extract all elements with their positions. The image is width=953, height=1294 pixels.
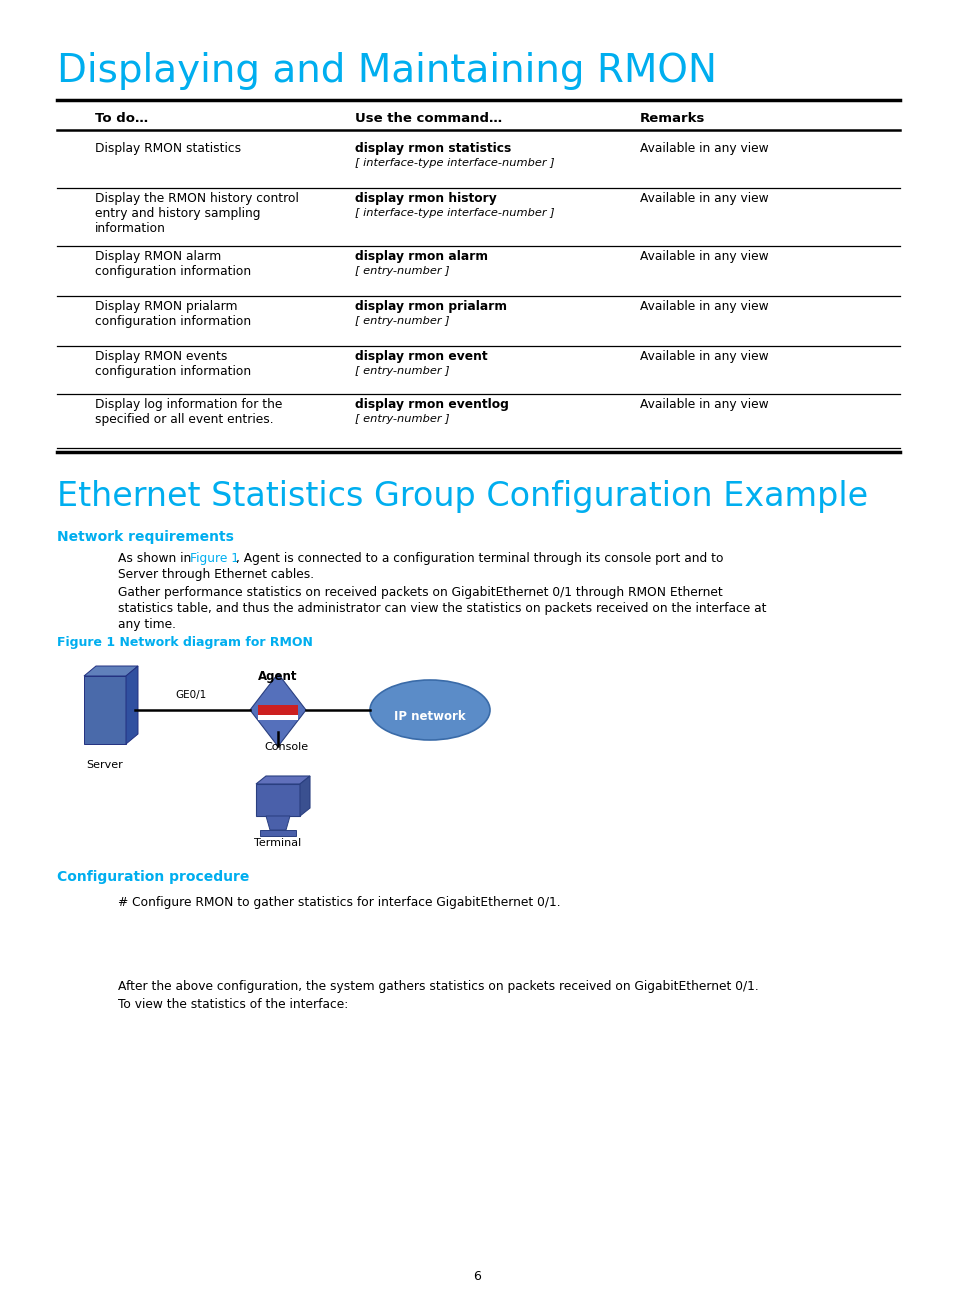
Text: Available in any view: Available in any view	[639, 250, 768, 263]
Text: Figure 1: Figure 1	[190, 553, 239, 565]
Polygon shape	[258, 714, 297, 719]
Text: To view the statistics of the interface:: To view the statistics of the interface:	[118, 998, 348, 1011]
Text: Remarks: Remarks	[639, 113, 704, 126]
Text: [ entry-number ]: [ entry-number ]	[355, 414, 449, 424]
Text: Configuration procedure: Configuration procedure	[57, 870, 249, 884]
Text: Available in any view: Available in any view	[639, 349, 768, 364]
Text: Display the RMON history control
entry and history sampling
information: Display the RMON history control entry a…	[95, 192, 298, 236]
Text: , Agent is connected to a configuration terminal through its console port and to: , Agent is connected to a configuration …	[235, 553, 722, 565]
Text: Server through Ethernet cables.: Server through Ethernet cables.	[118, 568, 314, 581]
Text: display rmon prialarm: display rmon prialarm	[355, 300, 506, 313]
Polygon shape	[299, 776, 310, 817]
Text: [ entry-number ]: [ entry-number ]	[355, 366, 449, 377]
Text: display rmon alarm: display rmon alarm	[355, 250, 488, 263]
Text: Console: Console	[264, 741, 308, 752]
Ellipse shape	[370, 681, 490, 740]
Text: Network requirements: Network requirements	[57, 531, 233, 543]
Text: statistics table, and thus the administrator can view the statistics on packets : statistics table, and thus the administr…	[118, 602, 765, 615]
Text: 6: 6	[473, 1269, 480, 1282]
Text: display rmon eventlog: display rmon eventlog	[355, 399, 508, 411]
Text: Terminal: Terminal	[254, 839, 301, 848]
Text: any time.: any time.	[118, 619, 175, 631]
Text: IP network: IP network	[394, 710, 465, 723]
Text: # Configure RMON to gather statistics for interface GigabitEthernet 0/1.: # Configure RMON to gather statistics fo…	[118, 895, 560, 908]
Text: Available in any view: Available in any view	[639, 142, 768, 155]
Polygon shape	[255, 784, 299, 817]
Text: Gather performance statistics on received packets on GigabitEthernet 0/1 through: Gather performance statistics on receive…	[118, 586, 722, 599]
Text: display rmon statistics: display rmon statistics	[355, 142, 511, 155]
Text: Available in any view: Available in any view	[639, 192, 768, 204]
Polygon shape	[84, 666, 138, 675]
Text: Display RMON prialarm
configuration information: Display RMON prialarm configuration info…	[95, 300, 251, 327]
Text: Available in any view: Available in any view	[639, 300, 768, 313]
Text: As shown in: As shown in	[118, 553, 195, 565]
Text: Display log information for the
specified or all event entries.: Display log information for the specifie…	[95, 399, 282, 426]
Polygon shape	[266, 817, 290, 829]
Text: Figure 1 Network diagram for RMON: Figure 1 Network diagram for RMON	[57, 635, 313, 650]
Text: [ interface-type interface-number ]: [ interface-type interface-number ]	[355, 208, 554, 217]
Text: [ entry-number ]: [ entry-number ]	[355, 316, 449, 326]
Text: Agent: Agent	[258, 670, 297, 683]
Text: Server: Server	[87, 760, 123, 770]
Text: [ entry-number ]: [ entry-number ]	[355, 267, 449, 276]
Text: Display RMON events
configuration information: Display RMON events configuration inform…	[95, 349, 251, 378]
Polygon shape	[84, 675, 126, 744]
Text: GE0/1: GE0/1	[174, 690, 206, 700]
Text: display rmon event: display rmon event	[355, 349, 487, 364]
Text: Use the command…: Use the command…	[355, 113, 501, 126]
Text: Display RMON statistics: Display RMON statistics	[95, 142, 241, 155]
Polygon shape	[258, 705, 297, 714]
Text: Ethernet Statistics Group Configuration Example: Ethernet Statistics Group Configuration …	[57, 480, 867, 512]
Text: Available in any view: Available in any view	[639, 399, 768, 411]
Text: display rmon history: display rmon history	[355, 192, 497, 204]
Text: [ interface-type interface-number ]: [ interface-type interface-number ]	[355, 158, 554, 168]
Polygon shape	[255, 776, 310, 784]
Text: Display RMON alarm
configuration information: Display RMON alarm configuration informa…	[95, 250, 251, 278]
Text: To do…: To do…	[95, 113, 148, 126]
Polygon shape	[260, 829, 295, 836]
Polygon shape	[250, 674, 306, 747]
Text: After the above configuration, the system gathers statistics on packets received: After the above configuration, the syste…	[118, 980, 758, 992]
Polygon shape	[126, 666, 138, 744]
Text: Displaying and Maintaining RMON: Displaying and Maintaining RMON	[57, 52, 717, 91]
